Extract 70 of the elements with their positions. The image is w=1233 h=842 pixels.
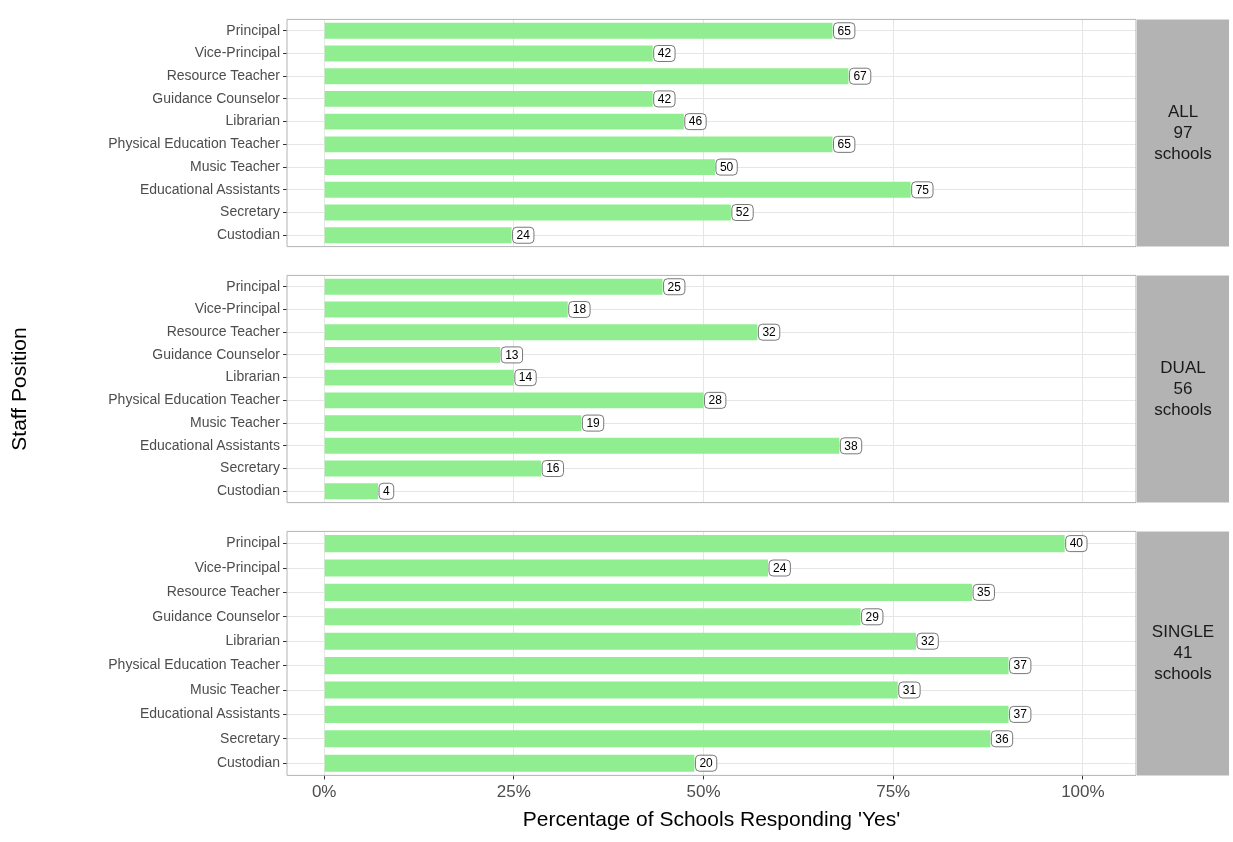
text: DUAL 56 schools	[1154, 357, 1212, 419]
y-tick-label: Educational Assistants	[139, 180, 280, 197]
annotation: 28	[708, 393, 723, 408]
annotation: 31	[902, 682, 917, 697]
annotation: 67	[853, 69, 868, 84]
x-axis-title: Percentage of Schools Responding 'Yes'	[522, 807, 901, 831]
y-tick-label: Music Teacher	[189, 413, 281, 430]
x-tick-label: 75%	[876, 782, 911, 802]
y-tick-label: Music Teacher	[189, 680, 281, 697]
annotation: 14	[518, 370, 533, 385]
annotation: 19	[586, 415, 601, 430]
annotation: 42	[657, 91, 672, 106]
annotation: 35	[977, 585, 991, 600]
y-tick-label: Resource Teacher	[166, 67, 281, 84]
annotation: 42	[657, 46, 672, 61]
y-tick-label: Resource Teacher	[166, 323, 281, 340]
y-tick-label: Resource Teacher	[166, 583, 281, 600]
annotation: 65	[837, 23, 852, 38]
y-tick-label: Guidance Counselor	[152, 607, 281, 624]
y-tick-label: Vice-Principal	[194, 44, 280, 61]
annotation: 18	[572, 302, 587, 317]
annotation: 75	[915, 182, 930, 197]
y-tick-label: Music Teacher	[189, 157, 281, 174]
y-tick-label: Principal	[226, 21, 280, 38]
annotation: 37	[1013, 658, 1028, 673]
annotation: 40	[1069, 536, 1084, 551]
y-tick-label: Physical Education Teacher	[108, 391, 281, 408]
annotation: 24	[516, 228, 531, 243]
annotation: 37	[1013, 707, 1028, 722]
annotation: 20	[699, 756, 714, 771]
annotation: 25	[667, 279, 682, 294]
y-tick-label: Principal	[226, 534, 280, 551]
annotation: 38	[844, 438, 859, 453]
text: ALL 97 schools	[1154, 101, 1212, 163]
y-tick-label: Custodian	[216, 754, 280, 771]
y-tick-label: Secretary	[220, 203, 280, 220]
annotation: 36	[995, 731, 1009, 746]
annotation: 24	[773, 560, 787, 575]
annotation: 50	[719, 159, 734, 174]
annotation: 4	[383, 484, 391, 499]
x-tick-label: 25%	[496, 782, 531, 802]
y-tick-label: Vice-Principal	[194, 300, 280, 317]
y-tick-label: Secretary	[220, 729, 280, 746]
y-tick-label: Custodian	[216, 482, 280, 499]
x-tick-label: 0%	[311, 782, 337, 802]
annotation: 46	[688, 114, 703, 129]
y-tick-label: Educational Assistants	[139, 436, 280, 453]
annotation: 29	[865, 609, 880, 624]
x-tick-label: 50%	[686, 782, 721, 802]
y-tick-label: Librarian	[225, 112, 280, 129]
annotation: 65	[837, 137, 852, 152]
y-tick-label: Educational Assistants	[139, 705, 280, 722]
y-tick-label: Physical Education Teacher	[108, 135, 281, 152]
annotation: 32	[762, 325, 777, 340]
text: SINGLE 41 schools	[1151, 622, 1215, 684]
y-tick-label: Guidance Counselor	[152, 89, 281, 106]
annotation: 16	[546, 461, 560, 476]
y-tick-label: Physical Education Teacher	[108, 656, 281, 673]
y-tick-label: Librarian	[225, 368, 280, 385]
y-tick-label: Guidance Counselor	[152, 345, 281, 362]
annotation: 32	[920, 634, 935, 649]
y-tick-label: Librarian	[225, 632, 280, 649]
annotation: 52	[735, 205, 750, 220]
y-tick-label: Vice-Principal	[194, 558, 280, 575]
y-tick-label: Principal	[226, 277, 280, 294]
y-axis-title: Staff Position	[7, 327, 31, 451]
y-tick-label: Custodian	[216, 226, 280, 243]
y-tick-label: Secretary	[220, 459, 280, 476]
x-tick-label: 100%	[1061, 782, 1105, 802]
annotation: 13	[505, 347, 519, 362]
